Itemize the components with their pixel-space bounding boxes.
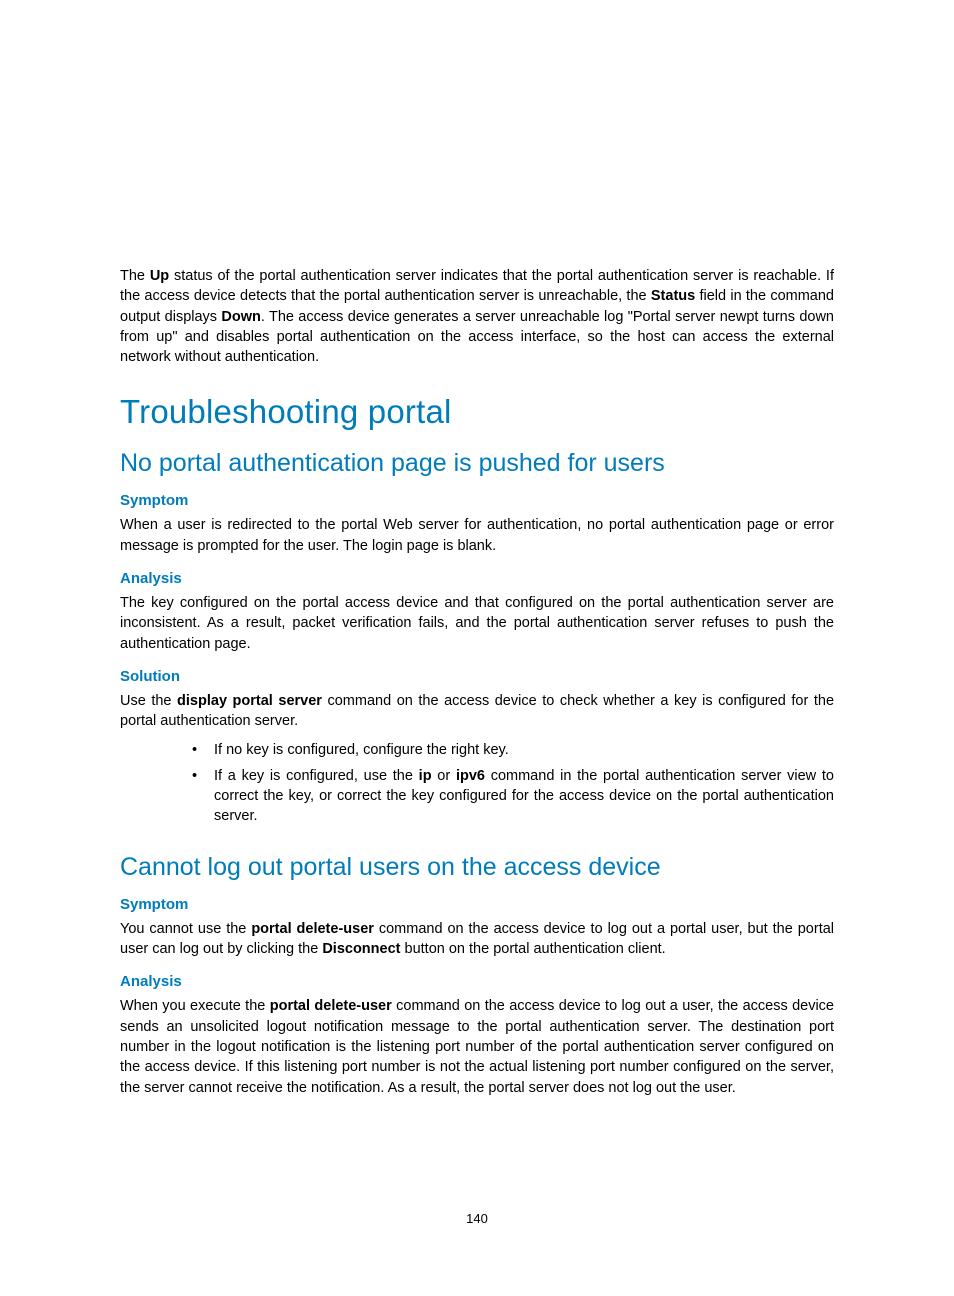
text: The bbox=[120, 268, 150, 284]
bold-portal-delete-user: portal delete-user bbox=[251, 921, 374, 937]
solution-intro: Use the display portal server command on… bbox=[120, 691, 834, 732]
bold-display-portal-server: display portal server bbox=[177, 693, 322, 709]
heading-no-auth-page: No portal authentication page is pushed … bbox=[120, 449, 834, 478]
symptom-1-text: When a user is redirected to the portal … bbox=[120, 515, 834, 556]
bold-portal-delete-user-2: portal delete-user bbox=[270, 998, 392, 1014]
text: If a key is configured, use the bbox=[214, 768, 419, 784]
label-analysis-2: Analysis bbox=[120, 973, 834, 990]
bold-disconnect: Disconnect bbox=[322, 941, 400, 957]
text: You cannot use the bbox=[120, 921, 251, 937]
bold-ipv6: ipv6 bbox=[456, 768, 485, 784]
bold-down: Down bbox=[221, 309, 260, 325]
page-number: 140 bbox=[0, 1211, 954, 1226]
text: Use the bbox=[120, 693, 177, 709]
intro-paragraph: The Up status of the portal authenticati… bbox=[120, 266, 834, 367]
analysis-1-text: The key configured on the portal access … bbox=[120, 593, 834, 654]
bullet-item-2: If a key is configured, use the ip or ip… bbox=[192, 766, 834, 827]
heading-cannot-logout: Cannot log out portal users on the acces… bbox=[120, 853, 834, 882]
heading-troubleshooting: Troubleshooting portal bbox=[120, 393, 834, 431]
text: button on the portal authentication clie… bbox=[400, 941, 665, 957]
bold-status: Status bbox=[651, 288, 695, 304]
label-symptom-1: Symptom bbox=[120, 492, 834, 509]
label-solution: Solution bbox=[120, 668, 834, 685]
bullet-item-1: If no key is configured, configure the r… bbox=[192, 740, 834, 760]
label-analysis-1: Analysis bbox=[120, 570, 834, 587]
bold-up: Up bbox=[150, 268, 169, 284]
bold-ip: ip bbox=[419, 768, 432, 784]
text: When you execute the bbox=[120, 998, 270, 1014]
solution-bullets: If no key is configured, configure the r… bbox=[120, 740, 834, 827]
symptom-2-text: You cannot use the portal delete-user co… bbox=[120, 919, 834, 960]
label-symptom-2: Symptom bbox=[120, 896, 834, 913]
page-root: The Up status of the portal authenticati… bbox=[0, 0, 954, 1296]
analysis-2-text: When you execute the portal delete-user … bbox=[120, 996, 834, 1097]
text: or bbox=[432, 768, 456, 784]
